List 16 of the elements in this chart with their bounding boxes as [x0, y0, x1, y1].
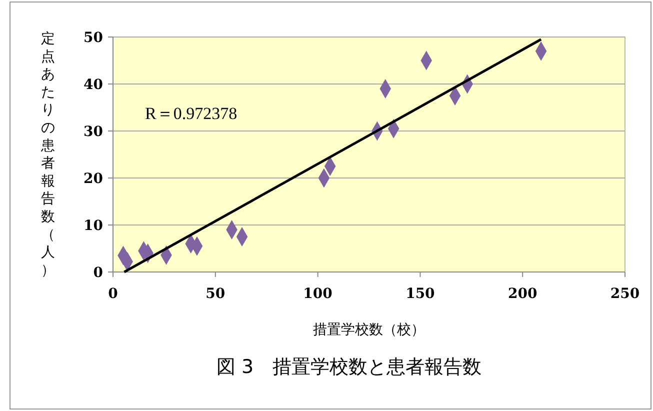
annotation: R＝0.972378 [145, 104, 238, 123]
y-tick-label: 20 [84, 170, 104, 187]
y-tick-label: 40 [84, 76, 104, 93]
x-tick-label: 50 [206, 286, 226, 302]
x-tick-label: 250 [610, 286, 640, 302]
x-tick-label: 100 [303, 286, 333, 302]
text: 図 3 措置学校数と患者報告数 [216, 356, 482, 378]
x-tick-label: 150 [406, 286, 436, 302]
y-tick-label: 10 [84, 218, 104, 234]
text: 定点あたりの患者報告数（人） [41, 31, 55, 278]
x-tick-label: 200 [508, 286, 538, 302]
y-tick-label: 0 [93, 264, 104, 281]
y-tick-label: 30 [84, 124, 104, 140]
x-tick-label: 0 [108, 286, 118, 302]
x-axis-title: 措置学校数（校） [313, 322, 425, 338]
y-tick-label: 50 [84, 30, 104, 46]
